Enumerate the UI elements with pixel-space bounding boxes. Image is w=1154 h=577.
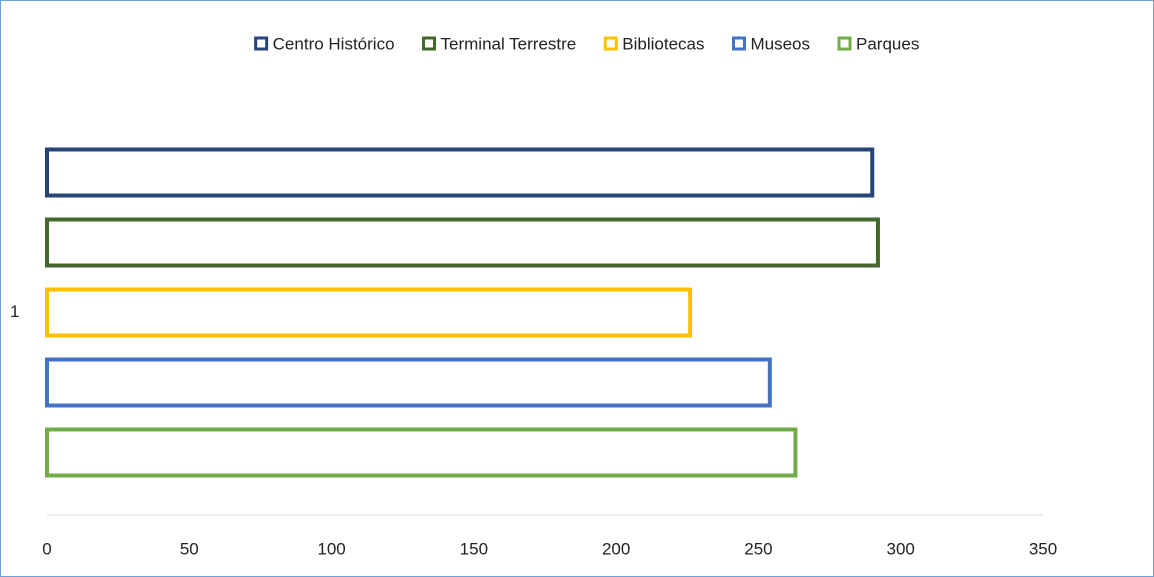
legend-label: Museos [750,34,810,53]
bar [45,147,875,198]
x-tick-label: 50 [180,539,199,558]
x-tick-label: 300 [887,539,915,558]
legend-label: Bibliotecas [622,34,704,53]
legend-swatch [837,36,852,51]
bar [45,287,693,338]
x-tick-label: 350 [1029,539,1057,558]
bar [45,427,798,478]
legend-label: Centro Histórico [273,34,395,53]
x-tick-label: 200 [602,539,630,558]
legend-label: Terminal Terrestre [441,34,577,53]
legend-swatch [731,36,746,51]
x-tick-label: 150 [460,539,488,558]
legend-swatch [422,36,437,51]
x-tick-label: 0 [42,539,51,558]
y-tick-label: 1 [10,302,19,321]
bar [45,357,772,408]
legend-label: Parques [856,34,919,53]
legend-swatch [603,36,618,51]
legend-swatch [254,36,269,51]
x-tick-label: 250 [744,539,772,558]
x-tick-label: 100 [317,539,345,558]
bar [45,217,880,268]
